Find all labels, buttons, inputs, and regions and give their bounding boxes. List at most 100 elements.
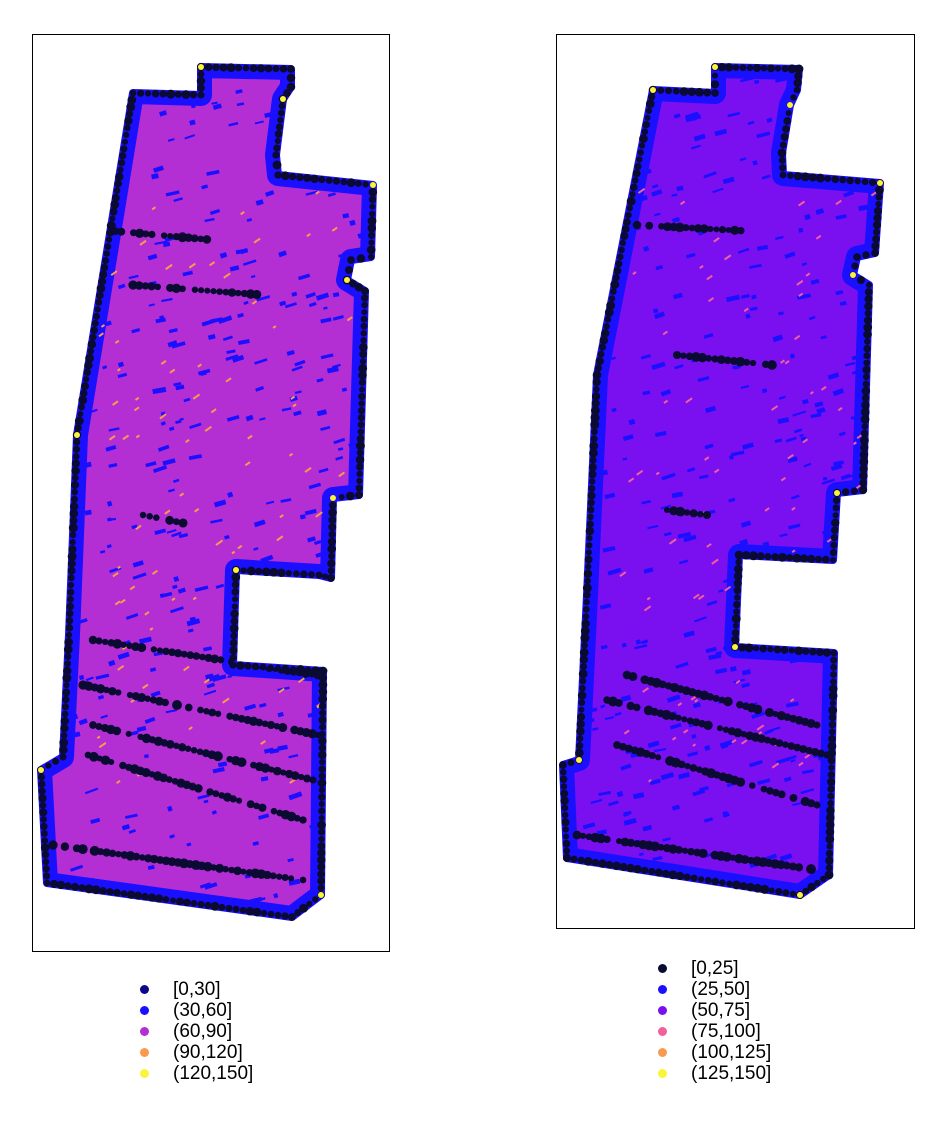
cell-mark bbox=[240, 210, 245, 216]
cell-mark bbox=[870, 489, 877, 493]
cell-dot bbox=[141, 768, 151, 778]
cell-dot bbox=[160, 232, 168, 239]
cell-dot bbox=[115, 850, 122, 858]
cell-dot bbox=[95, 722, 103, 731]
cell-dot bbox=[186, 651, 195, 659]
cell-mark bbox=[54, 507, 65, 514]
cell-dot bbox=[825, 834, 835, 844]
cell-mark bbox=[167, 805, 173, 812]
cell-mark bbox=[95, 673, 110, 680]
cell-dot bbox=[579, 677, 587, 685]
cell-mark bbox=[740, 520, 752, 528]
cell-dot bbox=[830, 663, 838, 671]
left-field-map bbox=[37, 62, 382, 921]
cell-mark bbox=[78, 674, 85, 681]
cell-mark bbox=[687, 751, 699, 757]
cell-mark bbox=[599, 469, 608, 476]
cell-mark bbox=[686, 252, 696, 259]
cell-dot bbox=[789, 862, 797, 871]
cell-mark bbox=[251, 897, 266, 904]
cell-dot bbox=[229, 646, 238, 655]
cell-dot bbox=[88, 751, 99, 762]
cell-dot bbox=[327, 544, 337, 554]
cell-mark bbox=[150, 98, 158, 104]
cell-dot bbox=[318, 176, 326, 184]
cell-dot bbox=[581, 641, 588, 649]
cell-mark bbox=[883, 176, 891, 182]
cell-dot bbox=[274, 130, 283, 138]
cell-mark bbox=[683, 729, 689, 734]
cell-dot bbox=[588, 485, 596, 493]
cell-dot bbox=[561, 811, 569, 819]
cell-dot bbox=[236, 757, 247, 767]
cell-mark bbox=[273, 892, 279, 899]
cell-dot bbox=[585, 563, 592, 570]
cell-dot bbox=[306, 900, 313, 907]
cell-mark bbox=[100, 324, 106, 328]
cell-dot bbox=[604, 316, 612, 323]
cell-dot bbox=[161, 698, 169, 707]
high-value-dot bbox=[330, 495, 336, 501]
cell-mark bbox=[154, 240, 168, 245]
cell-mark bbox=[203, 689, 217, 696]
cell-dot bbox=[368, 231, 376, 239]
cell-dot bbox=[684, 762, 691, 770]
legend-label: (25,50] bbox=[691, 979, 751, 1000]
cell-mark bbox=[322, 915, 336, 917]
cell-dot bbox=[362, 180, 370, 188]
cell-dot bbox=[105, 236, 113, 243]
cell-mark bbox=[896, 667, 906, 673]
cell-mark bbox=[67, 424, 75, 431]
cell-mark bbox=[577, 368, 593, 376]
cell-dot bbox=[64, 637, 73, 647]
cell-dot bbox=[210, 901, 220, 911]
cell-mark bbox=[367, 558, 373, 565]
cell-dot bbox=[811, 747, 820, 757]
cell-mark bbox=[787, 454, 794, 460]
cell-mark bbox=[159, 110, 168, 117]
cell-mark bbox=[801, 609, 816, 616]
cell-mark bbox=[367, 140, 373, 146]
cell-dot bbox=[77, 411, 84, 418]
cell-dot bbox=[777, 148, 787, 158]
cell-dot bbox=[679, 87, 689, 96]
cell-mark bbox=[883, 511, 888, 516]
cell-mark bbox=[820, 335, 827, 340]
cell-dot bbox=[698, 848, 708, 858]
cell-mark bbox=[787, 754, 797, 761]
cell-mark bbox=[822, 570, 835, 578]
cell-dot bbox=[328, 523, 337, 532]
cell-dot bbox=[120, 641, 127, 648]
cell-dot bbox=[78, 403, 85, 411]
cell-dot bbox=[97, 848, 105, 856]
cell-dot bbox=[561, 804, 569, 812]
cell-mark bbox=[242, 259, 257, 266]
cell-mark bbox=[640, 353, 651, 360]
cell-mark bbox=[222, 335, 233, 342]
cell-dot bbox=[176, 897, 184, 906]
cell-mark bbox=[838, 431, 846, 437]
cell-dot bbox=[318, 702, 327, 710]
cell-mark bbox=[253, 519, 266, 528]
cell-dot bbox=[242, 64, 250, 72]
legend-dot-icon bbox=[140, 1069, 149, 1078]
cell-dot bbox=[734, 550, 744, 560]
cell-mark bbox=[822, 476, 828, 481]
cell-mark bbox=[373, 797, 382, 804]
cell-dot bbox=[618, 246, 625, 254]
cell-dot bbox=[732, 622, 740, 629]
cell-dot bbox=[664, 87, 673, 95]
cell-mark bbox=[660, 771, 675, 781]
cell-mark bbox=[110, 517, 117, 521]
cell-mark bbox=[255, 385, 265, 392]
cell-dot bbox=[799, 745, 808, 754]
left-map-panel: [0,30] (30,60] (60,90] (90,120] (120,150] bbox=[0, 0, 470, 1125]
cell-dot bbox=[831, 175, 840, 184]
cell-dot bbox=[860, 443, 869, 452]
cell-mark bbox=[356, 825, 370, 833]
cell-dot bbox=[764, 552, 772, 561]
cell-dot bbox=[232, 905, 240, 913]
cell-dot bbox=[626, 204, 634, 212]
cell-mark bbox=[799, 433, 804, 438]
cell-dot bbox=[822, 648, 832, 657]
